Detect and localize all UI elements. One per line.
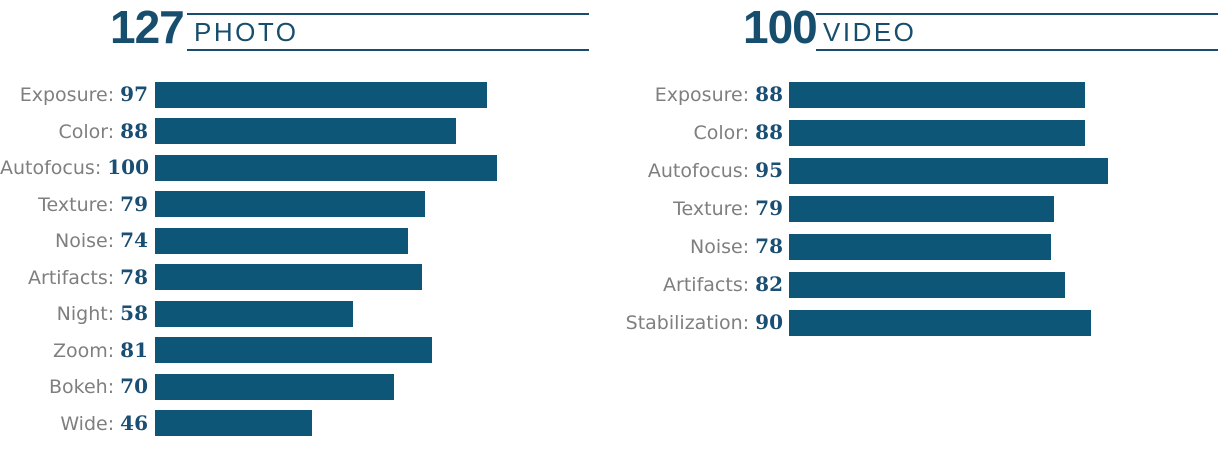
metric-label-cell: Bokeh: 70 bbox=[0, 373, 155, 400]
metric-name: Exposure: bbox=[654, 84, 756, 106]
metric-label-cell: Autofocus: 95 bbox=[612, 157, 789, 184]
score-row: Color: 88 bbox=[0, 118, 600, 145]
video-title-rule: VIDEO bbox=[816, 13, 1218, 51]
metric-name: Color: bbox=[693, 122, 756, 144]
score-row: Bokeh: 70 bbox=[0, 373, 600, 400]
metric-value: 81 bbox=[120, 337, 148, 362]
score-bar bbox=[155, 154, 497, 181]
photo-title: PHOTO bbox=[194, 17, 299, 47]
metric-label-cell: Zoom: 81 bbox=[0, 337, 155, 364]
metric-name: Texture: bbox=[38, 193, 121, 216]
score-row: Texture: 79 bbox=[0, 191, 600, 218]
video-header: 100 VIDEO bbox=[612, 0, 1218, 60]
score-row: Noise: 74 bbox=[0, 227, 600, 254]
metric-label-cell: Noise: 74 bbox=[0, 227, 155, 254]
score-bar bbox=[789, 271, 1065, 298]
score-row: Wide: 46 bbox=[0, 410, 600, 437]
metric-value: 90 bbox=[755, 310, 783, 334]
photo-panel: 127 PHOTO Exposure: 97 Color: 88 Autofocus… bbox=[0, 0, 600, 475]
score-bar bbox=[789, 195, 1055, 222]
score-bar bbox=[155, 337, 432, 363]
score-row: Stabilization: 90 bbox=[612, 309, 1218, 336]
metric-label-cell: Artifacts: 82 bbox=[612, 271, 789, 298]
score-row: Zoom: 81 bbox=[0, 337, 600, 364]
score-row: Texture: 79 bbox=[612, 195, 1218, 222]
metric-label-cell: Night: 58 bbox=[0, 300, 155, 327]
metric-name: Noise: bbox=[690, 236, 756, 258]
metric-name: Autofocus: bbox=[0, 157, 108, 179]
metric-label-cell: Wide: 46 bbox=[0, 410, 155, 437]
score-row: Exposure: 97 bbox=[0, 81, 600, 108]
score-row: Artifacts: 82 bbox=[612, 271, 1218, 298]
metric-name: Exposure: bbox=[19, 84, 121, 106]
metric-value: 74 bbox=[120, 228, 148, 252]
metric-name: Wide: bbox=[60, 412, 121, 435]
photo-bar-chart: Exposure: 97 Color: 88 Autofocus: 100 Textu… bbox=[0, 81, 600, 446]
photo-score: 127 bbox=[110, 1, 185, 53]
score-bar bbox=[789, 81, 1085, 108]
metric-label-cell: Noise: 78 bbox=[612, 233, 789, 260]
score-bar bbox=[155, 191, 426, 217]
metric-name: Autofocus: bbox=[647, 160, 756, 182]
metric-value: 78 bbox=[755, 234, 783, 258]
score-row: Night: 58 bbox=[0, 300, 600, 327]
metric-label-cell: Texture: 79 bbox=[0, 191, 155, 218]
score-bar bbox=[155, 264, 422, 290]
score-bar bbox=[155, 373, 395, 400]
video-panel: 100 VIDEO Exposure: 88 Color: 88 Autofocus… bbox=[612, 0, 1218, 475]
score-bar bbox=[789, 119, 1085, 146]
metric-value: 70 bbox=[120, 374, 148, 398]
score-bar bbox=[789, 233, 1052, 260]
metric-value: 95 bbox=[755, 158, 783, 182]
video-score: 100 bbox=[743, 1, 818, 53]
score-bar bbox=[789, 157, 1109, 184]
metric-label-cell: Autofocus: 100 bbox=[0, 154, 155, 181]
metric-value: 79 bbox=[755, 196, 783, 220]
score-bar bbox=[155, 81, 487, 108]
photo-title-rule: PHOTO bbox=[187, 13, 589, 51]
metric-name: Stabilization: bbox=[625, 312, 756, 334]
score-row: Exposure: 88 bbox=[612, 81, 1218, 108]
score-bar bbox=[155, 227, 409, 254]
metric-value: 97 bbox=[120, 82, 148, 106]
metric-name: Texture: bbox=[673, 198, 756, 220]
metric-label-cell: Artifacts: 78 bbox=[0, 264, 155, 291]
metric-name: Night: bbox=[56, 303, 121, 325]
metric-label-cell: Color: 88 bbox=[0, 118, 155, 145]
score-row: Color: 88 bbox=[612, 119, 1218, 146]
metric-label-cell: Texture: 79 bbox=[612, 195, 789, 222]
video-title: VIDEO bbox=[823, 17, 917, 47]
metric-value: 88 bbox=[755, 82, 783, 106]
photo-header: 127 PHOTO bbox=[0, 0, 600, 60]
score-bar bbox=[155, 410, 313, 436]
metric-value: 46 bbox=[120, 410, 148, 435]
metric-name: Bokeh: bbox=[48, 376, 121, 398]
metric-label-cell: Stabilization: 90 bbox=[612, 309, 789, 336]
metric-label-cell: Exposure: 97 bbox=[0, 81, 155, 108]
metric-value: 88 bbox=[120, 118, 148, 143]
metric-value: 79 bbox=[120, 191, 148, 216]
metric-name: Artifacts: bbox=[663, 274, 756, 296]
video-bar-chart: Exposure: 88 Color: 88 Autofocus: 95 Textur… bbox=[612, 81, 1218, 347]
metric-name: Noise: bbox=[55, 230, 121, 252]
metric-name: Artifacts: bbox=[28, 266, 121, 289]
metric-label-cell: Exposure: 88 bbox=[612, 81, 789, 108]
score-row: Artifacts: 78 bbox=[0, 264, 600, 291]
score-row: Noise: 78 bbox=[612, 233, 1218, 260]
metric-value: 58 bbox=[120, 301, 148, 325]
score-row: Autofocus: 95 bbox=[612, 157, 1218, 184]
metric-value: 88 bbox=[755, 120, 783, 144]
score-bar bbox=[155, 300, 354, 327]
metric-value: 78 bbox=[120, 264, 148, 289]
score-bar bbox=[789, 309, 1092, 336]
score-row: Autofocus: 100 bbox=[0, 154, 600, 181]
metric-value: 100 bbox=[107, 155, 150, 179]
metric-label-cell: Color: 88 bbox=[612, 119, 789, 146]
score-bar bbox=[155, 118, 456, 144]
metric-value: 82 bbox=[755, 272, 783, 296]
metric-name: Zoom: bbox=[52, 339, 121, 362]
metric-name: Color: bbox=[58, 120, 121, 143]
